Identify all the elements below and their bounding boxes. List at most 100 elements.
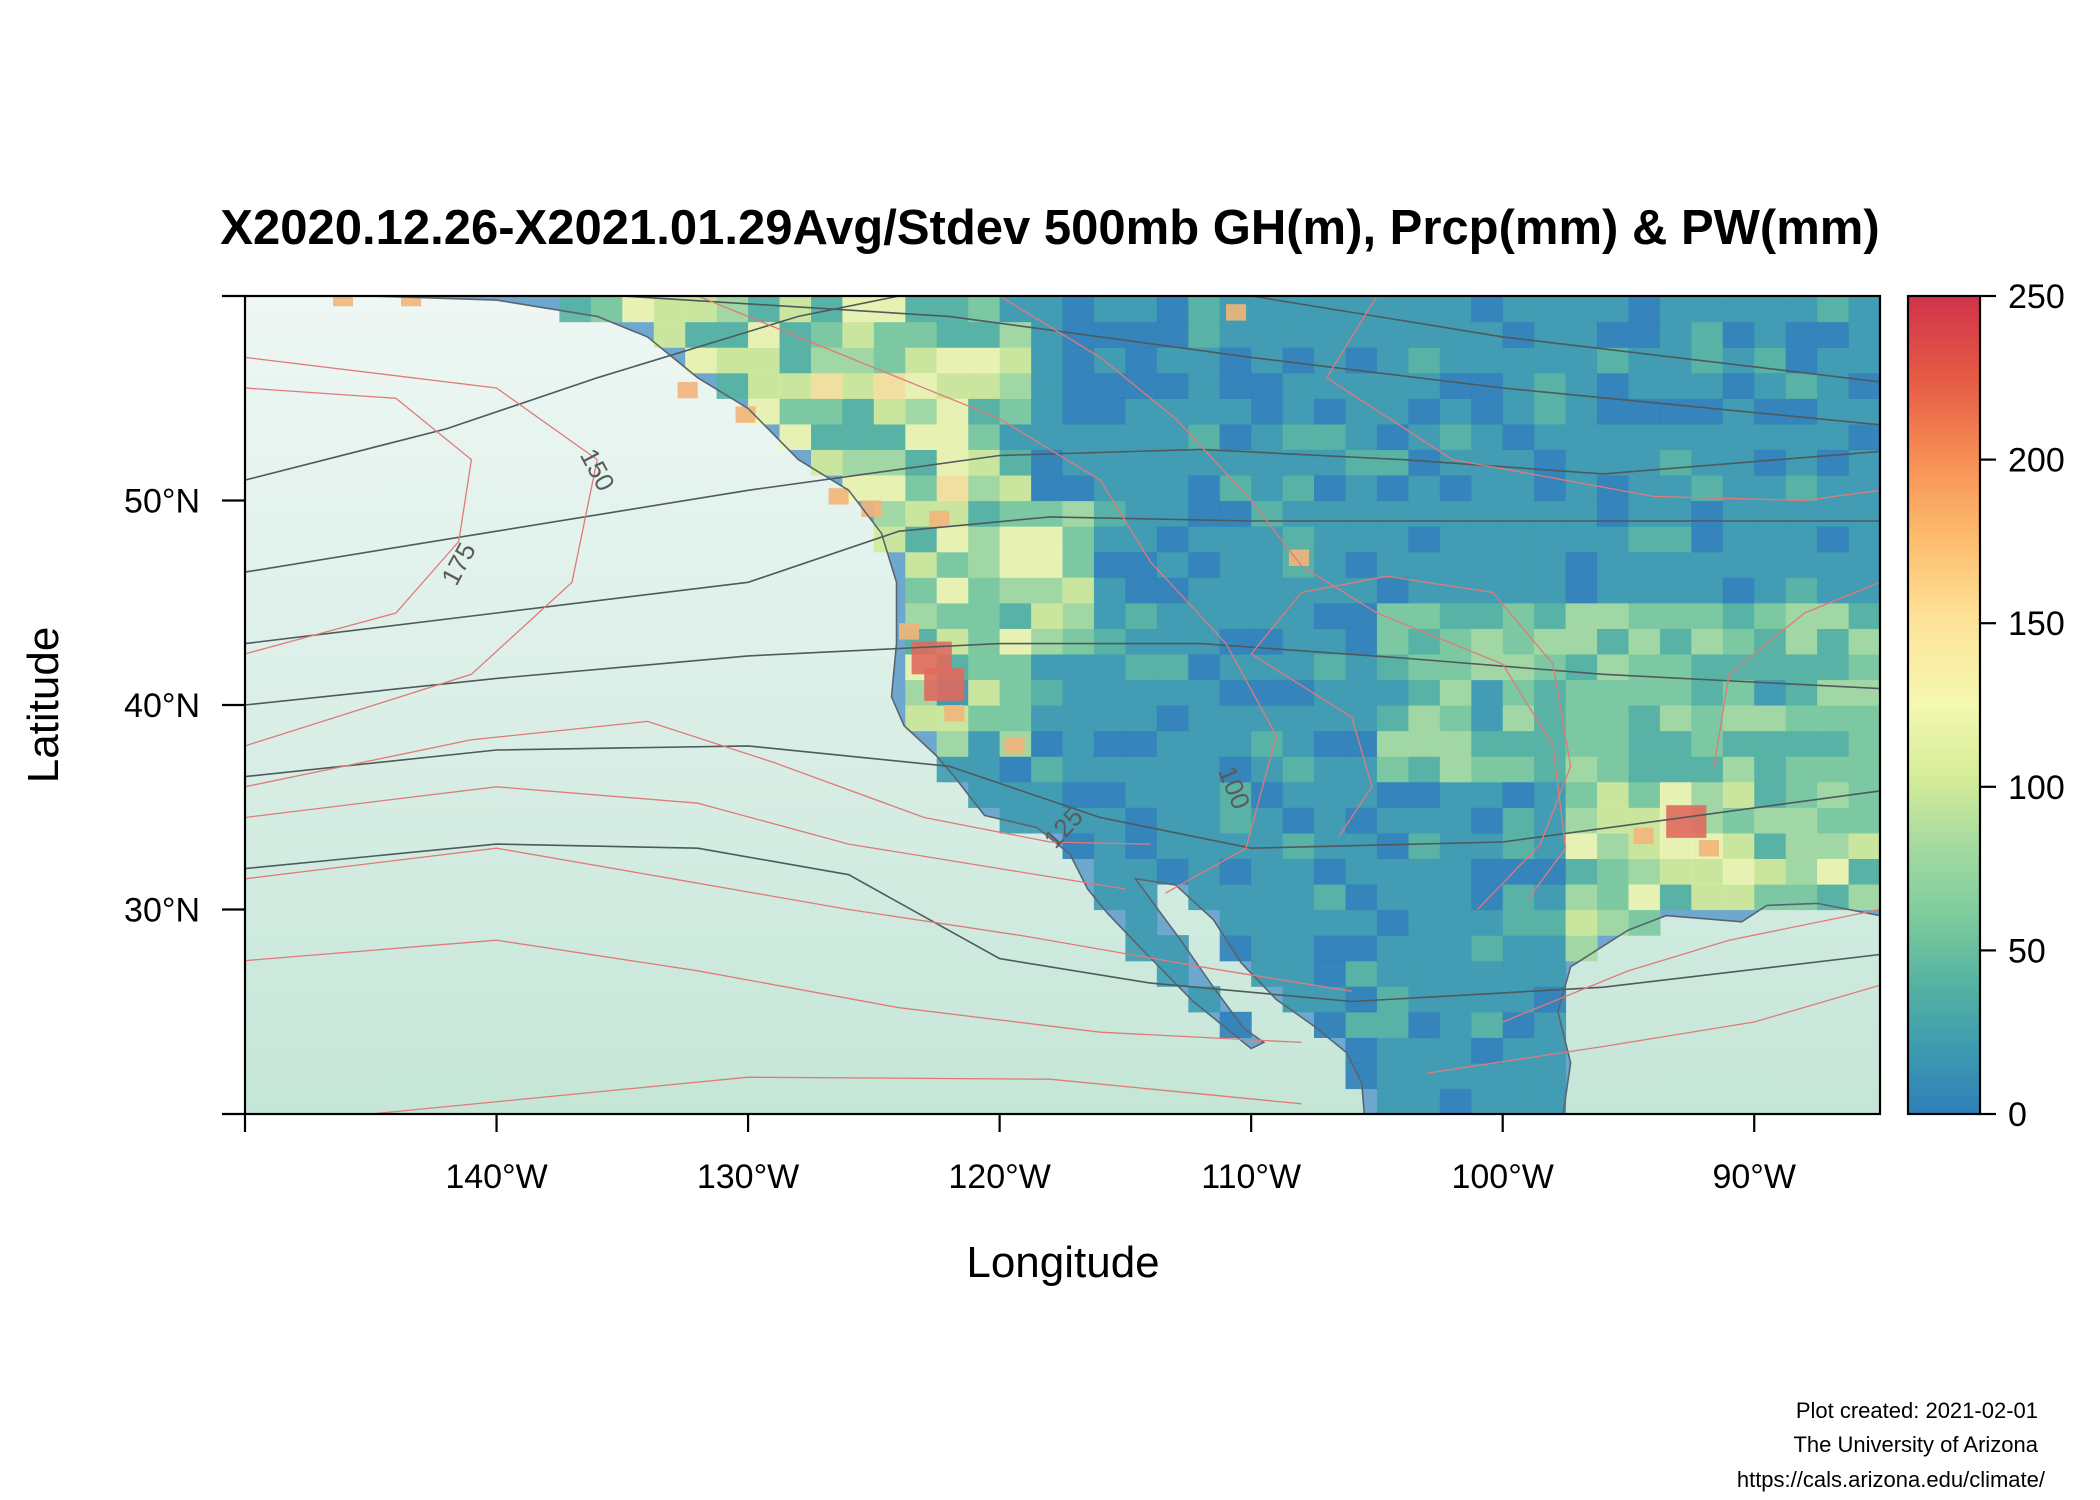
precip-cell [1659,756,1692,783]
precip-cell [1439,551,1472,578]
precip-cell [1534,909,1567,936]
precip-cell [1408,756,1441,783]
precip-cell [1502,628,1535,655]
colorbar-tick-label: 200 [2008,442,2065,480]
precip-cell [1439,602,1472,629]
precip-cell [1691,628,1724,655]
precip-cell [1565,832,1598,859]
precip-cell [1502,321,1535,348]
precip-cell [1754,474,1787,502]
precip-cell [842,398,875,425]
precip-cell [811,423,843,450]
precip-cell [1345,628,1378,655]
precip-hotspot [735,406,756,423]
precip-cell [1062,500,1095,527]
precip-cell [1722,500,1755,527]
gh-contour [245,843,1880,1003]
colorbar-tick-label: 50 [2008,932,2046,970]
precip-cell [1785,781,1818,808]
coastline-path [245,296,1880,1114]
precip-cell [1156,628,1189,655]
precip-cell [1502,474,1535,502]
precip-cell [1188,781,1221,808]
precip-cell [1848,832,1880,859]
precip-cell [1314,551,1346,578]
credit-institution: The University of Arizona [1793,1432,2038,1457]
precip-cell [1156,526,1189,553]
precip-cell [1785,858,1818,885]
precip-cell [1471,1011,1504,1038]
precip-cell [1628,551,1661,578]
precip-cell [1062,423,1095,450]
precip-cell [1031,602,1064,629]
precip-cell [936,526,969,553]
precip-cell [1125,398,1158,425]
precip-cell [1408,602,1441,629]
precip-cell [1659,679,1692,706]
precip-cell [779,321,812,348]
precip-cell [1565,909,1598,936]
precip-cell [1848,730,1880,757]
precip-cell [1659,321,1692,348]
precip-cell [1848,500,1880,527]
precip-cell [968,296,1001,323]
precip-cell [1848,372,1880,399]
precip-cell [1565,551,1598,578]
precip-cell [1125,756,1158,783]
precip-cell [1691,858,1724,885]
precip-cell [1031,423,1064,450]
precip-cell [1156,500,1189,527]
precip-cell [1597,807,1629,834]
precip-cell [1502,781,1535,808]
precip-cell [1345,883,1378,911]
precip-cell [1219,423,1252,450]
precip-cell [559,296,592,323]
precip-cell [1502,705,1535,732]
precip-cell [1817,347,1850,374]
precip-cell [1534,423,1567,450]
precip-cell [905,321,938,348]
precip-cell [1093,756,1126,783]
precip-cell [1125,372,1158,399]
precip-cell [1439,832,1472,859]
precip-cell [1817,756,1850,783]
precip-cell [1125,296,1158,323]
precip-cell [1659,500,1692,527]
precip-cell [1439,858,1472,885]
precip-cell [1219,372,1252,399]
precip-cell [1345,858,1378,885]
precip-cell [1093,653,1126,681]
precip-cell [1031,628,1064,655]
precip-cell [1282,705,1315,732]
precip-cell [1502,526,1535,553]
precip-cell [1691,398,1724,425]
precip-cell [1282,602,1315,629]
precip-cell [1439,296,1472,323]
precip-cell [1502,577,1535,604]
credit-date: Plot created: 2021-02-01 [1796,1398,2038,1423]
gh-contour [245,745,1880,850]
precip-cell [1376,449,1409,476]
precip-cell [1376,500,1409,527]
precip-cell [1659,398,1692,425]
precip-cell [1502,296,1535,323]
precip-cell [1031,653,1064,681]
precip-cell [1345,296,1378,323]
precip-cell [1439,960,1472,987]
precip-cell [1659,449,1692,476]
precip-cell [1785,474,1818,502]
precip-cell [873,347,906,374]
precip-cell [1785,398,1818,425]
stdev-contour [245,720,1151,845]
precip-cell [1754,883,1787,911]
precip-cell [1785,756,1818,783]
precip-cell [1125,602,1158,629]
precip-cell [1408,423,1441,450]
precip-cell [1345,526,1378,553]
precip-cell [1722,577,1755,604]
precip-cell [1691,423,1724,450]
precip-cell [1471,781,1504,808]
precip-cell [1628,526,1661,553]
precip-cell [1125,730,1158,757]
precip-cell [1219,679,1252,706]
